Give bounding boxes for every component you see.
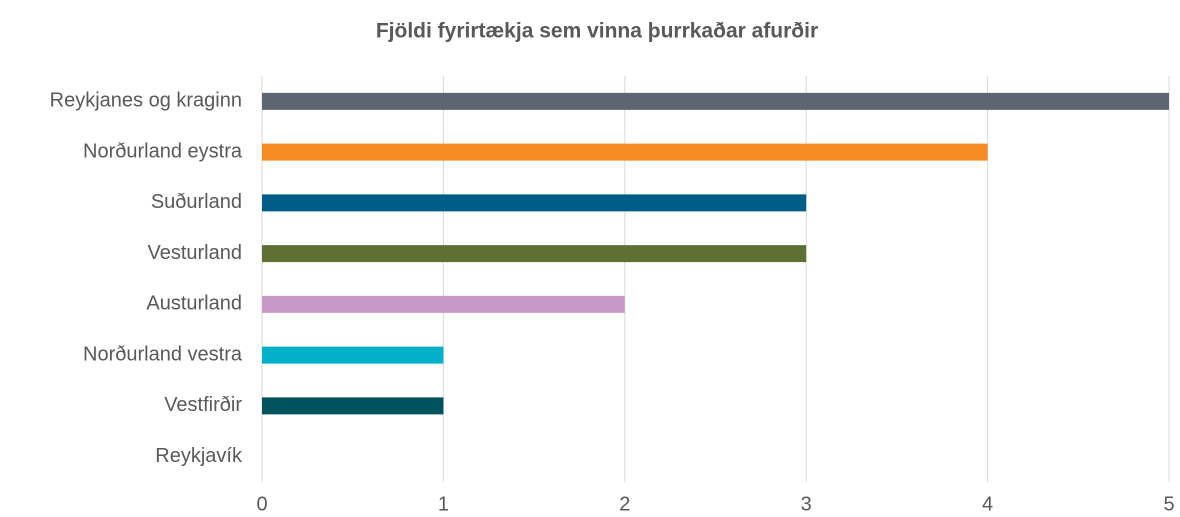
y-tick-label: Reykjavík — [155, 445, 243, 467]
chart-title: Fjöldi fyrirtækja sem vinna þurrkaðar af… — [376, 20, 818, 43]
x-tick-label: 1 — [438, 493, 449, 515]
bar — [262, 295, 625, 313]
x-tick-label: 0 — [256, 493, 267, 515]
bar — [262, 245, 807, 263]
bar — [262, 143, 988, 161]
y-tick-label: Vestfirðir — [164, 394, 242, 416]
x-tick-label: 5 — [1163, 493, 1174, 515]
y-tick-label: Austurland — [146, 293, 242, 315]
bar — [262, 397, 444, 415]
y-tick-label: Norðurland vestra — [83, 343, 243, 365]
y-tick-label: Suðurland — [151, 191, 242, 213]
bar — [262, 194, 807, 212]
y-tick-label: Vesturland — [147, 242, 242, 264]
x-tick-label: 3 — [801, 493, 812, 515]
y-tick-label: Reykjanes og kraginn — [50, 90, 242, 112]
y-tick-label: Norðurland eystra — [83, 140, 243, 162]
bar — [262, 346, 444, 364]
x-tick-label: 2 — [619, 493, 630, 515]
x-tick-label: 4 — [982, 493, 993, 515]
bar — [262, 92, 1169, 110]
